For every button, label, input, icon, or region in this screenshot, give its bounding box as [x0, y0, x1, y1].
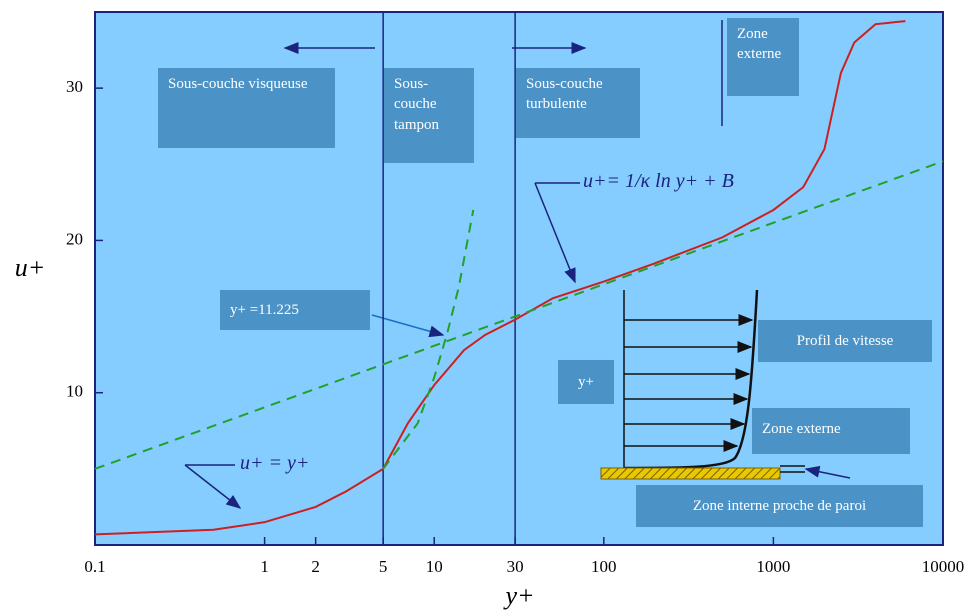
x-tick-label: 30: [507, 557, 524, 576]
annotation-box: Zone interne proche de paroi: [636, 485, 923, 527]
x-tick-label: 2: [311, 557, 320, 576]
data-line: [94, 160, 944, 470]
x-axis-label: y+: [502, 581, 534, 610]
data-line: [382, 209, 475, 470]
y-tick-label: 30: [66, 77, 83, 96]
annotation-box: Zone externe: [752, 408, 910, 454]
annotation-box: y+: [558, 360, 614, 404]
formula: u+ = y+: [240, 452, 310, 474]
x-tick-label: 5: [379, 557, 388, 576]
annotation-box: Sous-couche tampon: [384, 68, 474, 163]
annotation-box: y+ =11.225: [220, 290, 370, 330]
formula: u+= 1/κ ln y+ + B: [583, 170, 734, 192]
x-tick-label: 10000: [922, 557, 965, 576]
x-tick-label: 100: [591, 557, 617, 576]
annotation-box: Zone externe: [727, 18, 799, 96]
y-tick-label: 10: [66, 382, 83, 401]
y-axis-label: u+: [15, 253, 46, 282]
annotation-box: Sous-couche visqueuse: [158, 68, 335, 148]
x-tick-label: 10: [426, 557, 443, 576]
x-tick-label: 0.1: [84, 557, 105, 576]
x-tick-label: 1000: [756, 557, 790, 576]
x-tick-label: 1: [260, 557, 269, 576]
y-tick-label: 20: [66, 229, 83, 248]
annotation-box: Sous-couche turbulente: [516, 68, 640, 138]
annotation-box: Profil de vitesse: [758, 320, 932, 362]
velocity-profile: [600, 289, 851, 480]
